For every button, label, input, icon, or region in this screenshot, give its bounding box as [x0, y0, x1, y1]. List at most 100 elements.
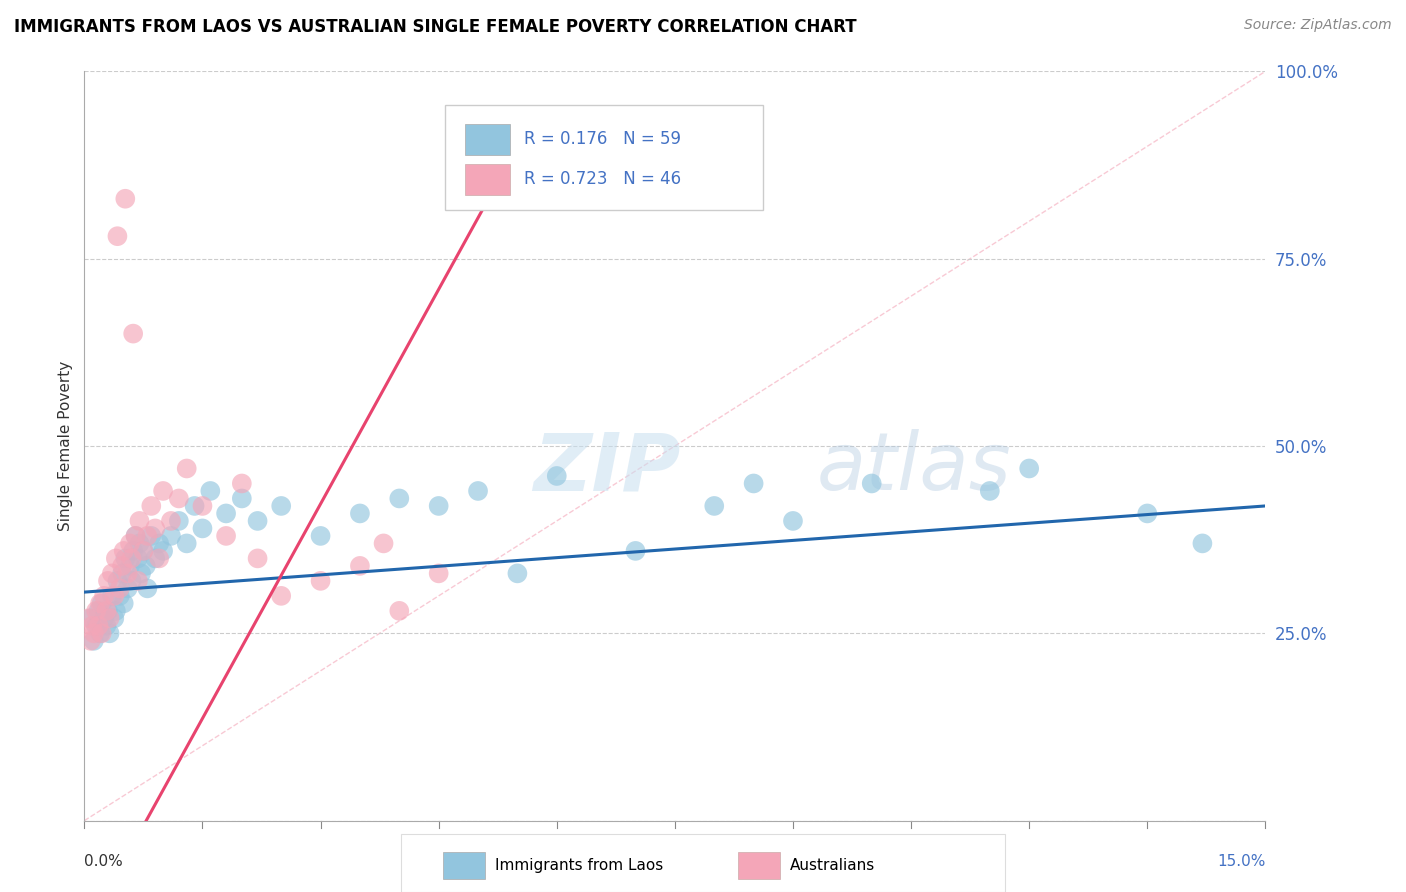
Point — [309, 529, 332, 543]
Point — [111, 566, 134, 581]
Point — [93, 611, 115, 625]
Point — [129, 566, 152, 581]
Point — [98, 611, 121, 625]
Point — [160, 529, 183, 543]
Point — [136, 582, 159, 596]
Point — [231, 491, 253, 506]
Point — [122, 326, 145, 341]
Point — [1136, 507, 1159, 521]
Point — [506, 566, 529, 581]
Point — [373, 536, 395, 550]
Point — [143, 551, 166, 566]
FancyBboxPatch shape — [464, 124, 509, 155]
Point — [117, 582, 139, 596]
Point — [104, 604, 127, 618]
Text: IMMIGRANTS FROM LAOS VS AUSTRALIAN SINGLE FEMALE POVERTY CORRELATION CHART: IMMIGRANTS FROM LAOS VS AUSTRALIAN SINGL… — [14, 18, 856, 36]
Text: R = 0.723   N = 46: R = 0.723 N = 46 — [523, 170, 681, 188]
Point — [427, 566, 450, 581]
Point — [108, 582, 131, 596]
FancyBboxPatch shape — [444, 105, 763, 210]
Point — [742, 476, 765, 491]
Point — [388, 491, 411, 506]
Point — [215, 507, 238, 521]
Text: atlas: atlas — [817, 429, 1011, 508]
Point — [108, 589, 131, 603]
Text: Source: ZipAtlas.com: Source: ZipAtlas.com — [1244, 18, 1392, 32]
Point — [128, 514, 150, 528]
Point — [101, 589, 124, 603]
Point — [246, 551, 269, 566]
Point — [87, 604, 110, 618]
Point — [152, 544, 174, 558]
Point — [427, 499, 450, 513]
Point — [82, 619, 104, 633]
Point — [167, 514, 190, 528]
Point — [83, 633, 105, 648]
Point — [1191, 536, 1213, 550]
Point — [176, 461, 198, 475]
Point — [90, 626, 112, 640]
Point — [90, 596, 112, 610]
Point — [79, 633, 101, 648]
Point — [1018, 461, 1040, 475]
Point — [118, 558, 141, 573]
Point — [103, 611, 125, 625]
Point — [183, 499, 205, 513]
Point — [176, 536, 198, 550]
Point — [624, 544, 647, 558]
Point — [191, 521, 214, 535]
Text: Immigrants from Laos: Immigrants from Laos — [495, 858, 664, 872]
Point — [148, 551, 170, 566]
Point — [128, 536, 150, 550]
Point — [87, 619, 110, 633]
Point — [97, 604, 120, 618]
Point — [107, 229, 129, 244]
Point — [200, 483, 222, 498]
Point — [124, 529, 146, 543]
Text: Australians: Australians — [790, 858, 876, 872]
Text: 15.0%: 15.0% — [1218, 855, 1265, 870]
Point — [97, 574, 120, 588]
Point — [270, 589, 292, 603]
Point — [122, 544, 145, 558]
Point — [309, 574, 332, 588]
Point — [546, 469, 568, 483]
Point — [132, 544, 155, 558]
Point — [467, 483, 489, 498]
Point — [388, 604, 411, 618]
Point — [84, 619, 107, 633]
Point — [132, 544, 155, 558]
FancyBboxPatch shape — [464, 163, 509, 195]
Point — [121, 551, 143, 566]
Point — [136, 529, 159, 543]
Point — [83, 626, 105, 640]
Point — [127, 574, 149, 588]
Point — [111, 558, 134, 573]
Point — [215, 529, 238, 543]
Point — [124, 529, 146, 543]
Point — [231, 476, 253, 491]
Point — [89, 626, 111, 640]
Point — [167, 491, 190, 506]
Point — [143, 521, 166, 535]
Point — [77, 611, 100, 625]
Point — [141, 529, 163, 543]
Point — [148, 536, 170, 550]
Point — [114, 551, 136, 566]
Point — [160, 514, 183, 528]
Point — [104, 551, 127, 566]
Point — [349, 558, 371, 573]
Point — [117, 566, 139, 581]
Point — [89, 596, 111, 610]
Point — [101, 566, 124, 581]
Point — [979, 483, 1001, 498]
Text: 0.0%: 0.0% — [84, 855, 124, 870]
Point — [96, 604, 118, 618]
Point — [191, 499, 214, 513]
Point — [79, 611, 101, 625]
Point — [703, 499, 725, 513]
Point — [107, 574, 129, 588]
Point — [246, 514, 269, 528]
Point — [112, 596, 135, 610]
Point — [127, 551, 149, 566]
